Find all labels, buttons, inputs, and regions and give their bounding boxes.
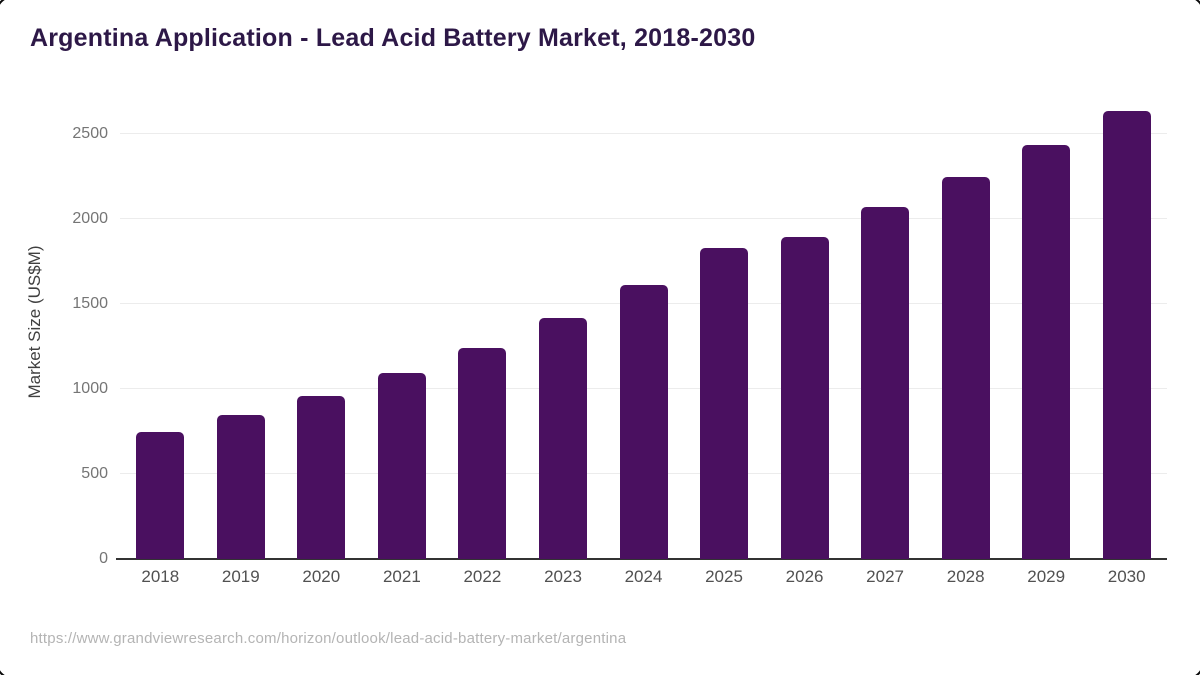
y-tick-label: 1500 [72,295,108,312]
y-tick-label: 0 [99,550,108,567]
y-tick-label: 1000 [72,380,108,397]
bar-2019 [216,415,265,559]
x-tick-label: 2022 [463,567,502,586]
bar-2023 [539,318,587,559]
x-tick-label: 2028 [946,567,985,586]
gridline [120,218,1167,219]
bar-2028 [941,177,990,559]
x-tick-label: 2023 [544,567,582,586]
bar-2027 [861,207,910,559]
bar-2020 [297,395,346,559]
x-tick-label: 2020 [302,567,341,586]
gridline [120,133,1167,134]
x-tick-label: 2018 [141,567,180,586]
x-axis-line [116,558,1167,560]
x-tick-label: 2027 [866,567,904,586]
source-url: https://www.grandviewresearch.com/horizo… [30,630,627,647]
y-tick-label: 500 [81,465,108,482]
bar-2022 [458,348,507,559]
x-axis-labels: 2018 2019 2020 2021 2022 2023 2024 2025 2026 2027… [120,567,1167,591]
y-axis-tick-labels: 0 500 1000 1500 2000 2500 [8,100,108,567]
chart-title: Argentina Application - Lead Acid Batter… [30,24,756,52]
bar-2018 [136,432,185,559]
x-tick-label: 2024 [624,567,663,586]
x-tick-label: 2019 [221,567,260,586]
x-tick-label: 2026 [785,567,824,586]
x-tick-label: 2025 [705,567,743,586]
bar-2029 [1022,145,1071,559]
x-tick-label: 2029 [1027,567,1066,586]
y-tick-label: 2000 [72,210,108,227]
bar-2030 [1102,111,1151,559]
x-tick-label: 2021 [382,567,421,586]
plot-area [116,100,1167,560]
y-tick-label: 2500 [72,125,108,142]
bar-2024 [619,285,668,559]
x-tick-label: 2030 [1107,567,1146,586]
bar-2026 [780,236,829,559]
bar-2025 [700,247,748,559]
bar-2021 [377,372,426,559]
